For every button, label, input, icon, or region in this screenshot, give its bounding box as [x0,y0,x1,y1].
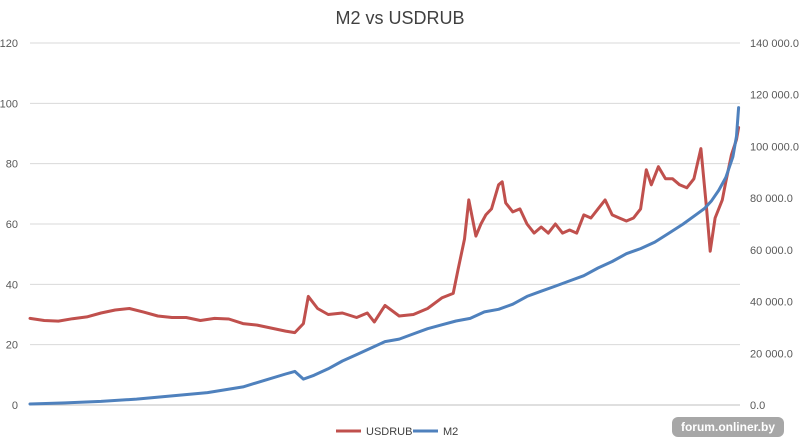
left-axis-tick-label: 60 [6,219,18,231]
series-line-m2 [28,106,741,406]
series-lines [28,106,741,406]
watermark: forum.onliner.by [672,417,784,437]
legend-label-m2: M2 [443,426,458,438]
legend: USDRUB M2 [336,426,458,438]
gridlines [30,42,740,406]
left-axis-tick-label: 100 [0,98,18,110]
watermark-background [672,417,784,437]
left-axis-tick-label: 0 [12,400,18,412]
left-axis-tick-label: 120 [0,38,18,50]
legend-label-usdrub: USDRUB [366,426,412,438]
right-axis-tick-label: 120 000.0 [750,90,799,102]
right-axis-tick-label: 0.0 [750,400,765,412]
right-axis-tick-label: 80 000.0 [750,193,793,205]
left-axis-tick-label: 20 [6,340,18,352]
left-axis-tick-labels: 0 20 40 60 80 100 120 [0,38,18,412]
right-axis-tick-label: 40 000.0 [750,297,793,309]
left-axis-tick-label: 80 [6,159,18,171]
right-axis-tick-label: 60 000.0 [750,245,793,257]
right-axis-tick-label: 140 000.0 [750,38,799,50]
right-axis-tick-label: 20 000.0 [750,348,793,360]
series-line-usdrub [28,126,741,335]
right-axis-tick-labels: 0.0 20 000.0 40 000.0 60 000.0 80 000.0 100 0… [750,38,799,412]
chart-title: M2 vs USDRUB [335,8,464,28]
watermark-text: forum.onliner.by [681,420,775,434]
left-axis-tick-label: 40 [6,279,18,291]
right-axis-tick-label: 100 000.0 [750,141,799,153]
